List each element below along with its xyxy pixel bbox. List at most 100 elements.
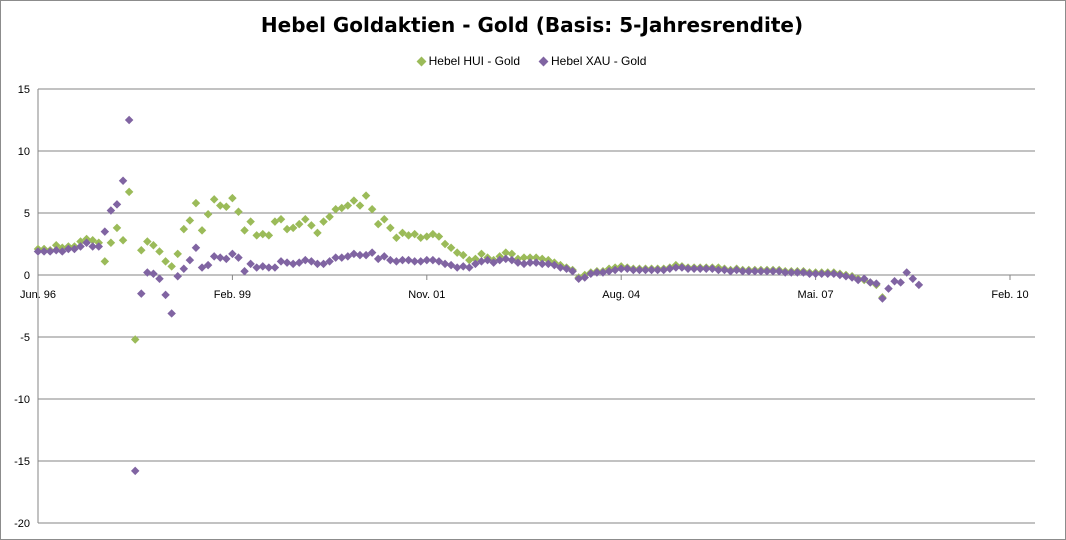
y-tick-label: -5: [20, 332, 30, 344]
point-hui: [465, 255, 474, 265]
point-xau: [392, 257, 401, 266]
point-hui: [416, 233, 425, 243]
point-xau: [720, 265, 729, 275]
point-xau: [853, 275, 863, 285]
point-xau: [537, 259, 547, 269]
point-hui: [380, 214, 389, 224]
point-xau: [671, 263, 681, 272]
point-hui: [124, 187, 134, 197]
point-hui: [185, 216, 195, 225]
point-hui: [422, 232, 432, 241]
point-xau: [94, 242, 103, 251]
point-xau: [76, 242, 85, 251]
point-hui: [222, 202, 231, 212]
point-xau: [191, 243, 201, 252]
point-hui: [228, 193, 237, 203]
point-xau: [337, 253, 346, 262]
point-xau: [835, 270, 845, 280]
point-xau: [787, 268, 796, 277]
x-tick-label: Mai. 07: [798, 289, 834, 301]
point-xau: [513, 258, 523, 267]
point-hui: [203, 209, 213, 219]
point-xau: [45, 247, 55, 256]
point-xau: [161, 290, 170, 300]
point-xau: [179, 264, 189, 274]
point-hui: [434, 232, 444, 241]
point-hui: [118, 236, 128, 245]
point-xau: [647, 265, 656, 275]
point-xau: [471, 259, 480, 269]
point-xau: [610, 265, 620, 275]
point-hui: [452, 248, 462, 257]
point-xau: [167, 309, 176, 318]
chart-title: Hebel Goldaktien - Gold (Basis: 5-Jahres…: [260, 13, 804, 37]
point-xau: [118, 176, 128, 186]
point-xau: [483, 255, 492, 265]
point-xau: [100, 227, 110, 236]
point-hui: [149, 240, 158, 250]
y-axis: 15 10 5 0 -5 -10 -15 -20: [14, 84, 30, 530]
point-xau: [349, 249, 359, 259]
point-xau: [683, 264, 693, 274]
x-tick-label: Nov. 01: [408, 289, 445, 301]
point-hui: [477, 249, 486, 259]
point-xau: [173, 271, 182, 281]
x-tick-label: Feb. 10: [991, 289, 1028, 301]
point-hui: [197, 226, 207, 235]
point-xau: [88, 242, 97, 251]
point-xau: [890, 276, 899, 286]
point-xau: [641, 265, 650, 275]
point-xau: [531, 258, 541, 267]
point-xau: [774, 267, 784, 276]
point-xau: [689, 264, 699, 274]
point-xau: [635, 265, 644, 275]
gridlines: [37, 88, 1035, 524]
point-xau: [294, 258, 304, 267]
point-hui: [161, 257, 170, 266]
point-xau: [823, 269, 832, 279]
point-xau: [544, 259, 553, 269]
point-xau: [489, 258, 498, 267]
point-hui: [137, 245, 146, 255]
legend: Hebel HUI - Gold Hebel XAU - Gold: [0, 54, 1064, 68]
data-points: [33, 115, 924, 476]
point-xau: [367, 248, 377, 257]
point-xau: [452, 263, 462, 272]
point-xau: [459, 262, 468, 271]
point-hui: [404, 231, 413, 240]
point-xau: [124, 115, 134, 125]
point-hui: [343, 201, 353, 210]
point-xau: [714, 265, 723, 275]
point-xau: [416, 257, 425, 266]
point-xau: [222, 254, 231, 264]
point-xau: [39, 247, 49, 256]
point-hui: [155, 247, 164, 256]
point-hui: [410, 229, 419, 239]
point-xau: [288, 259, 298, 269]
y-tick-label: -15: [14, 456, 30, 468]
point-xau: [586, 269, 596, 279]
y-tick-label: -10: [14, 394, 30, 406]
point-xau: [623, 264, 632, 274]
point-hui: [355, 201, 365, 210]
point-hui: [209, 195, 219, 204]
point-hui: [264, 231, 274, 240]
point-xau: [872, 279, 881, 288]
point-xau: [750, 267, 760, 276]
point-xau: [525, 258, 535, 267]
point-xau: [282, 258, 292, 267]
point-hui: [440, 239, 450, 249]
point-xau: [866, 278, 875, 287]
point-xau: [884, 284, 893, 293]
point-xau: [301, 255, 310, 265]
point-hui: [294, 219, 304, 229]
y-tick-label: -20: [14, 518, 30, 530]
point-hui: [471, 254, 480, 264]
point-xau: [51, 245, 61, 255]
point-xau: [64, 244, 73, 254]
point-xau: [33, 247, 43, 256]
point-xau: [155, 274, 164, 283]
point-xau: [380, 252, 389, 261]
point-xau: [307, 257, 316, 266]
